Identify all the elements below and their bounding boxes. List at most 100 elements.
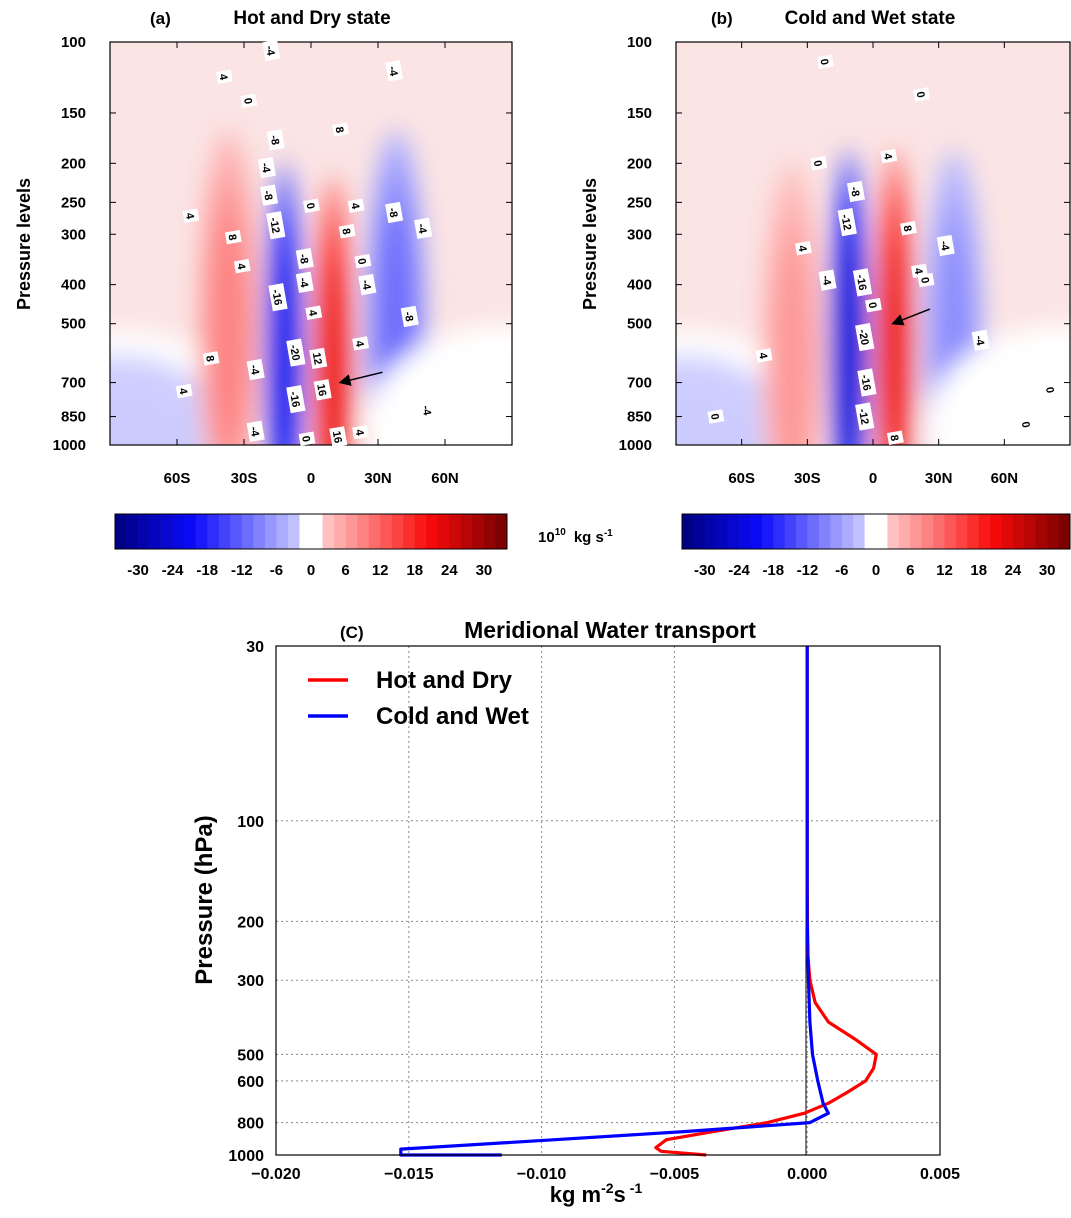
contour-label: -20 bbox=[855, 322, 875, 352]
contour-label-text: 0 bbox=[708, 413, 721, 421]
colorbar-tick-label: 18 bbox=[970, 562, 987, 579]
colorbar-swatch bbox=[1058, 514, 1071, 549]
contour-label-text: 0 bbox=[914, 91, 927, 99]
colorbar-swatch bbox=[761, 514, 774, 549]
panel-c-ylabel: Pressure (hPa) bbox=[191, 815, 218, 984]
y-tick-label: 800 bbox=[237, 1116, 264, 1133]
colorbar-tick-label: -24 bbox=[728, 562, 750, 579]
colorbar-tick-label: -18 bbox=[196, 562, 218, 579]
contour-label-box bbox=[295, 271, 314, 293]
contour-label-box bbox=[240, 93, 258, 109]
contour-label: -4 bbox=[262, 39, 281, 62]
contour-label: 8 bbox=[338, 224, 356, 239]
contour-label-box bbox=[900, 221, 917, 236]
colorbar-swatch bbox=[218, 514, 231, 549]
panel-c-label: (C) bbox=[340, 623, 364, 642]
contour-label-box bbox=[233, 258, 251, 274]
contour-label: 0 bbox=[1042, 382, 1060, 398]
colorbar-swatch bbox=[472, 514, 485, 549]
contour-label: -12 bbox=[266, 211, 286, 240]
contour-label: 0 bbox=[1018, 417, 1036, 432]
contour-label-box bbox=[755, 348, 773, 363]
colorbar-tick-label: 6 bbox=[341, 562, 349, 579]
contour-label: -12 bbox=[855, 402, 875, 431]
contour-label-box bbox=[707, 409, 725, 424]
panel-c-series bbox=[399, 646, 878, 1157]
y-tick-label: 100 bbox=[237, 814, 264, 831]
y-tick-label: 500 bbox=[61, 316, 86, 333]
contour-label-text: 16 bbox=[330, 430, 344, 444]
contour-label: 0 bbox=[865, 297, 882, 313]
colorbar-tick-label: -6 bbox=[835, 562, 848, 579]
contour-label-box bbox=[182, 208, 200, 223]
y-tick-label: 30 bbox=[246, 639, 264, 656]
colorbar-swatch bbox=[990, 514, 1002, 549]
y-tick-label: 300 bbox=[61, 226, 86, 243]
contour-label: 4 bbox=[352, 336, 370, 351]
contour-label: 0 bbox=[240, 93, 258, 109]
y-tick-label: 400 bbox=[627, 277, 652, 294]
y-tick-label: 200 bbox=[237, 914, 264, 931]
panel-c-grid bbox=[276, 646, 940, 1155]
contour-label: -8 bbox=[846, 180, 866, 203]
contour-label-text: -8 bbox=[297, 253, 311, 265]
contour-label: -4 bbox=[257, 156, 276, 179]
colorbar-swatch bbox=[887, 514, 900, 549]
contour-label-text: 0 bbox=[299, 435, 312, 443]
contour-label-text: 4 bbox=[912, 267, 925, 276]
contour-label-box bbox=[202, 351, 220, 366]
x-tick-label: 30N bbox=[364, 470, 392, 487]
y-tick-label: 200 bbox=[61, 155, 86, 172]
contour-label-box bbox=[846, 180, 866, 203]
colorbar-tick-label: -24 bbox=[162, 562, 184, 579]
contour-label-text: -12 bbox=[856, 408, 871, 426]
contour-label: 8 bbox=[332, 122, 349, 137]
contour-label-text: -20 bbox=[287, 344, 302, 362]
colorbar-swatch bbox=[704, 514, 717, 549]
x-tick-label: 0.000 bbox=[787, 1166, 827, 1183]
panel-a-contour-labels: -4 4 0 -8 -4 -8 -12 -8 -4 -16 4 -20 12 -4 -16 16 -4 0 16 4 8… bbox=[175, 39, 437, 448]
colorbar-swatch bbox=[345, 514, 358, 549]
contour-label-box bbox=[257, 156, 276, 179]
contour-label: 0 bbox=[917, 272, 935, 288]
contour-label-box bbox=[305, 305, 323, 320]
contour-label-box bbox=[268, 283, 288, 312]
contour-label: -16 bbox=[286, 385, 306, 414]
x-tick-label: 30S bbox=[231, 470, 258, 487]
colorbar-swatch bbox=[391, 514, 404, 549]
contour-label: 16 bbox=[329, 426, 348, 448]
legend-label: Cold and Wet bbox=[376, 703, 529, 730]
y-tick-label: 150 bbox=[627, 105, 652, 122]
colorbar-swatch bbox=[807, 514, 820, 549]
contour-label-box bbox=[852, 268, 873, 297]
contour-label-box bbox=[332, 122, 349, 137]
colorbar-swatch bbox=[1035, 514, 1048, 549]
y-tick-label: 200 bbox=[627, 155, 652, 172]
x-tick-label: 30S bbox=[794, 470, 821, 487]
contour-label-text: 0 bbox=[304, 202, 317, 210]
contour-label: 16 bbox=[313, 379, 332, 401]
contour-label: 4 bbox=[795, 240, 812, 256]
contour-label: -8 bbox=[266, 129, 285, 151]
x-tick-label: −0.010 bbox=[517, 1166, 566, 1183]
contour-label: 0 bbox=[303, 198, 320, 213]
contour-label: 4 bbox=[182, 208, 200, 223]
colorbar-tick-label: 24 bbox=[1005, 562, 1022, 579]
contour-label-text: -4 bbox=[973, 335, 987, 348]
colorbar-swatch bbox=[264, 514, 277, 549]
panel-b-label: (b) bbox=[711, 9, 733, 28]
contour-label-text: 8 bbox=[339, 227, 352, 235]
panel-a-label: (a) bbox=[150, 9, 171, 28]
contour-label-text: 8 bbox=[333, 126, 346, 134]
contour-label-text: -16 bbox=[269, 289, 284, 307]
colorbar-swatch bbox=[1024, 514, 1037, 549]
contour-label-text: 8 bbox=[901, 224, 914, 232]
colorbar-swatch bbox=[1001, 514, 1014, 549]
panel-c-frame bbox=[275, 645, 941, 1156]
panel-a-arrow bbox=[338, 371, 383, 386]
contour-label: 8 bbox=[202, 351, 220, 366]
contour-label-text: 0 bbox=[918, 276, 931, 284]
y-tick-label: 100 bbox=[61, 34, 86, 51]
contour-label: 8 bbox=[886, 430, 904, 445]
